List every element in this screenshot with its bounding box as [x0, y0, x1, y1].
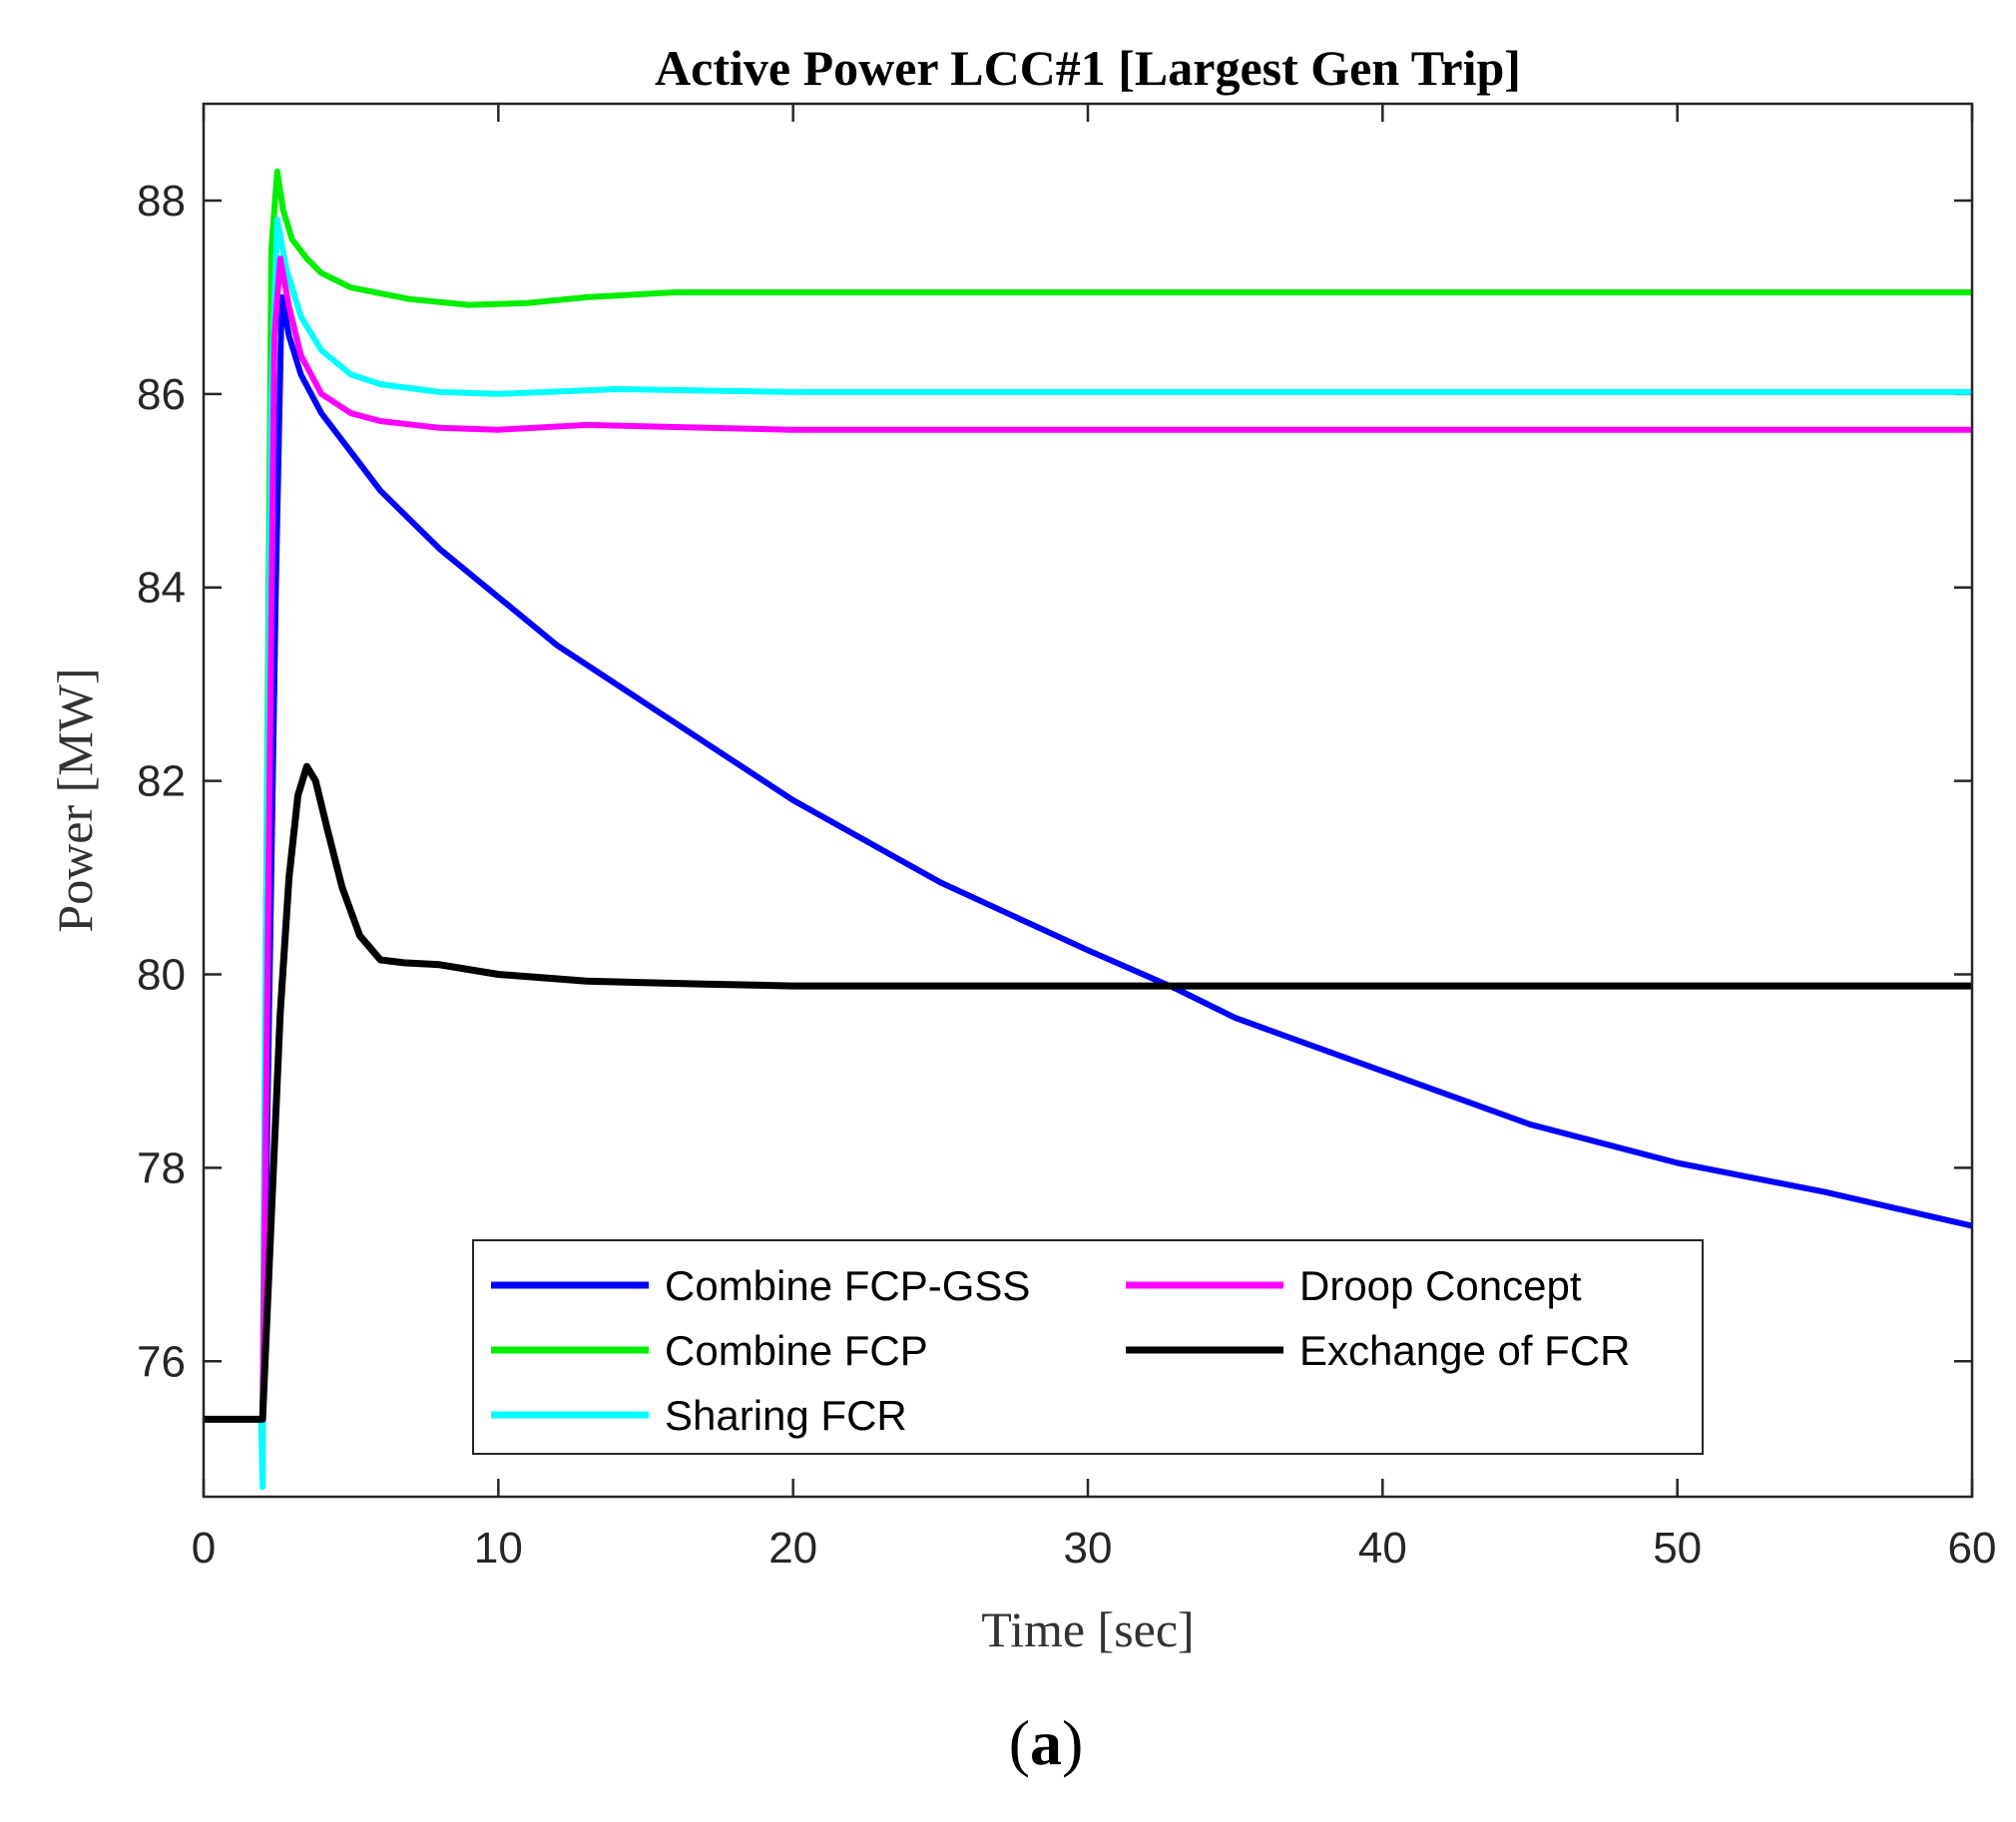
y-tick-label: 76 [137, 1337, 186, 1386]
legend: Combine FCP-GSS Droop Concept Combine FCP E… [472, 1239, 1704, 1455]
legend-box [472, 1239, 1704, 1455]
y-tick-label: 86 [137, 370, 186, 419]
x-tick-label: 0 [192, 1524, 216, 1573]
x-tick-label: 10 [474, 1524, 523, 1573]
y-tick-label: 78 [137, 1143, 186, 1192]
panel-label-open: ( [1009, 1707, 1030, 1778]
legend-label-combine-fcp-gss: Combine FCP-GSS [665, 1262, 1030, 1309]
y-tick-label: 80 [137, 951, 186, 1000]
x-tick-label: 20 [768, 1524, 817, 1573]
panel-label: (a) [1009, 1707, 1084, 1778]
y-tick-label: 82 [137, 757, 186, 806]
x-tick-label: 30 [1064, 1524, 1113, 1573]
panel-label-letter: a [1030, 1707, 1062, 1778]
series-line-droop-concept [204, 255, 1972, 1423]
x-axis-label: Time [sec] [981, 1601, 1194, 1657]
legend-label-combine-fcp: Combine FCP [665, 1327, 928, 1374]
legend-label-droop-concept: Droop Concept [1299, 1262, 1582, 1309]
chart-title: Active Power LCC#1 [Largest Gen Trip] [655, 40, 1521, 96]
x-tick-label: 50 [1653, 1524, 1702, 1573]
x-tick-label: 60 [1948, 1524, 1997, 1573]
x-tick-label: 40 [1358, 1524, 1407, 1573]
legend-label-sharing-fcr: Sharing FCR [665, 1392, 907, 1439]
plot-frame [202, 102, 1974, 1499]
legend-entries: Combine FCP-GSS Droop Concept Combine FCP E… [491, 1262, 1631, 1439]
y-tick-label: 84 [137, 564, 186, 613]
series-line-combine-fcp-gss [204, 293, 1972, 1423]
legend-label-exchange-of-fcr: Exchange of FCR [1299, 1327, 1631, 1374]
series-line-exchange-of-fcr [204, 762, 1972, 1423]
y-tick-label: 88 [137, 177, 186, 226]
series-layer [204, 168, 1972, 1491]
tick-labels: 0 10 20 30 40 50 60 76 78 80 82 84 86 88 [137, 177, 1996, 1573]
y-axis-label: Power [MW] [47, 668, 103, 932]
series-line-combine-fcp [204, 168, 1972, 1423]
panel-label-close: ) [1062, 1707, 1083, 1778]
